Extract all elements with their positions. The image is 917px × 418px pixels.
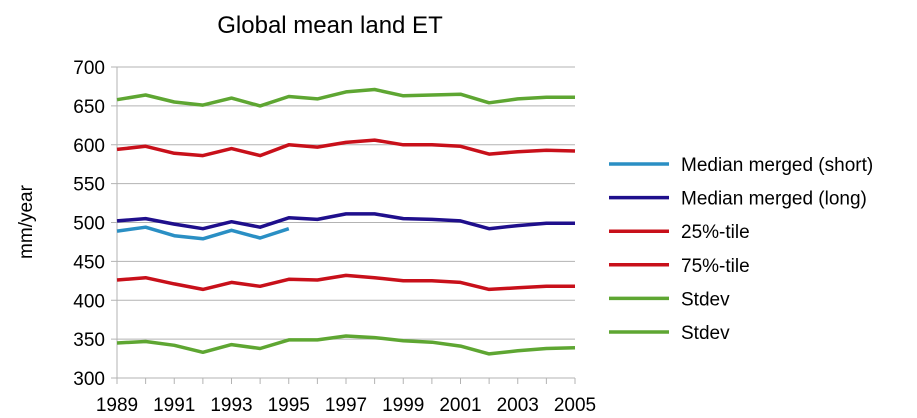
y-tick-label: 300 <box>73 369 105 390</box>
series <box>116 87 576 356</box>
legend-label: 25%-tile <box>681 222 750 243</box>
series-line <box>116 138 576 158</box>
legend-label: Stdev <box>681 323 730 344</box>
y-tick-label: 600 <box>73 136 105 157</box>
y-tick-label: 400 <box>73 291 105 312</box>
x-tick-label: 1999 <box>382 395 424 416</box>
chart-title: Global mean land ET <box>217 12 443 39</box>
x-tick-label: 2001 <box>439 395 481 416</box>
series-line <box>116 212 575 231</box>
y-tick-label: 700 <box>73 58 105 79</box>
x-tick-label: 1993 <box>210 395 252 416</box>
x-tick-label: 2005 <box>554 395 596 416</box>
x-tick-label: 1995 <box>268 395 310 416</box>
x-tick-label: 1991 <box>153 395 195 416</box>
y-tick-label: 550 <box>73 175 105 196</box>
legend-label: 75%-tile <box>681 256 750 277</box>
y-tick-label: 500 <box>73 214 105 235</box>
series-line <box>116 225 290 241</box>
y-tick-label: 350 <box>73 330 105 351</box>
x-ticks: 1989 1991 1993 1995 1997 1999 2001 2003 2005 <box>96 378 596 416</box>
y-axis-label: mm/year <box>16 184 37 259</box>
y-ticks: 300 350 400 450 500 550 600 650 700 <box>73 58 117 390</box>
x-tick-label: 1997 <box>325 395 367 416</box>
series-line <box>116 87 575 108</box>
series-line <box>116 273 575 292</box>
legend: Median merged (short) Median merged (long… <box>609 155 873 344</box>
x-tick-label: 2003 <box>497 395 539 416</box>
series-line <box>116 334 576 356</box>
legend-label: Median merged (short) <box>681 155 873 176</box>
y-tick-label: 450 <box>73 252 105 273</box>
y-tick-label: 650 <box>73 97 105 118</box>
x-tick-label: 1989 <box>96 395 138 416</box>
legend-label: Median merged (long) <box>681 189 867 210</box>
grid <box>117 66 575 340</box>
legend-label: Stdev <box>681 289 730 310</box>
